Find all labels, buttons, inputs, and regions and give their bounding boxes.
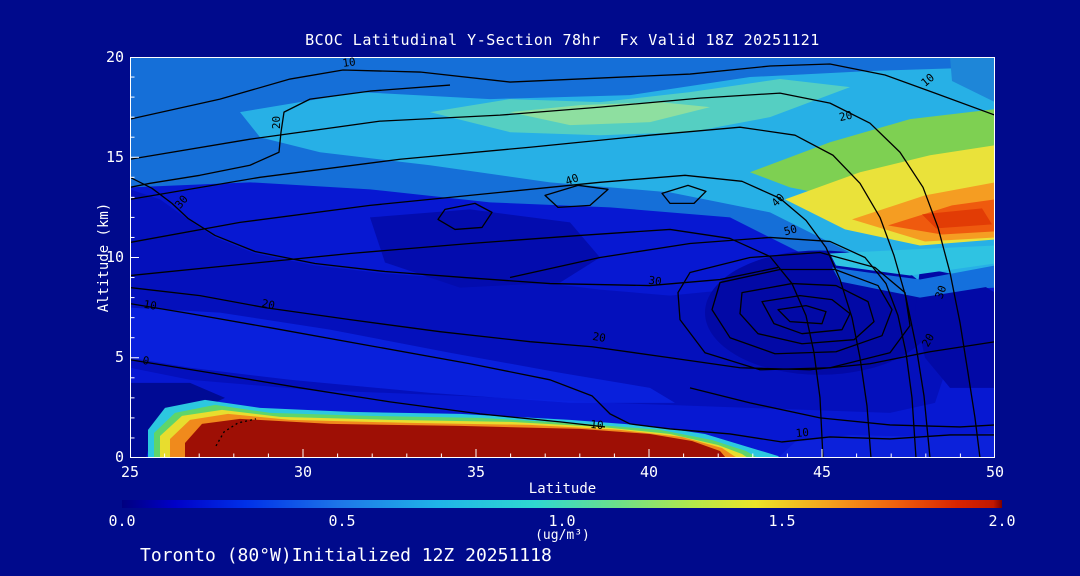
contour-label: 20: [260, 297, 276, 312]
init-info-text: Toronto (80°W)Initialized 12Z 20251118: [140, 545, 552, 566]
x-tick-label: 45: [812, 463, 832, 481]
contour-label: 30: [933, 284, 950, 301]
y-tick-label: 10: [105, 248, 124, 266]
plot-frame: [130, 57, 995, 458]
contour-label: 50: [782, 222, 798, 238]
contour-label: 10: [142, 298, 157, 313]
y-tick-label: 0: [114, 448, 124, 466]
y-tick-label: 5: [114, 348, 124, 366]
x-tick-label: 25: [120, 463, 140, 481]
chart-title: BCOC Latitudinal Y-Section 78hr Fx Valid…: [305, 31, 820, 49]
x-tick-label: 35: [466, 463, 486, 481]
contour-label: 30: [648, 274, 663, 289]
colorbar-tick-label: 1.5: [768, 512, 796, 530]
x-tick-label: 50: [985, 463, 1005, 481]
x-axis-label: Latitude: [528, 481, 597, 497]
contour-lines: [130, 63, 995, 458]
colorbar-units-label: (ug/m³): [535, 528, 590, 543]
x-tick-label: 30: [293, 463, 313, 481]
contour-label: 20: [919, 331, 937, 349]
contour-label: 0: [141, 354, 150, 368]
colorbar-tick-label: 2.0: [988, 512, 1016, 530]
contour-label: 10: [590, 418, 604, 432]
colorbar-tick-label: 0.5: [328, 512, 356, 530]
y-tick-label: 20: [105, 48, 124, 66]
contour-label: 10: [795, 426, 809, 440]
contour-label: 20: [270, 116, 283, 129]
contour-label: 10: [342, 57, 357, 70]
filled-contours: [130, 57, 995, 458]
contour-label: 40: [564, 171, 581, 188]
contour-label: 20: [591, 330, 606, 345]
colorbar-tick-label: 0.0: [108, 512, 136, 530]
colorbar: [122, 500, 1002, 508]
y-tick-label: 15: [105, 148, 124, 166]
x-tick-label: 40: [639, 463, 659, 481]
colorbar-tick-label: 1.0: [548, 512, 576, 530]
plot-area: 10 10 20 20 30 40 40 50 30 30 20 10 20 0 20 10 10: [130, 57, 995, 458]
contour-label: 20: [838, 109, 854, 124]
